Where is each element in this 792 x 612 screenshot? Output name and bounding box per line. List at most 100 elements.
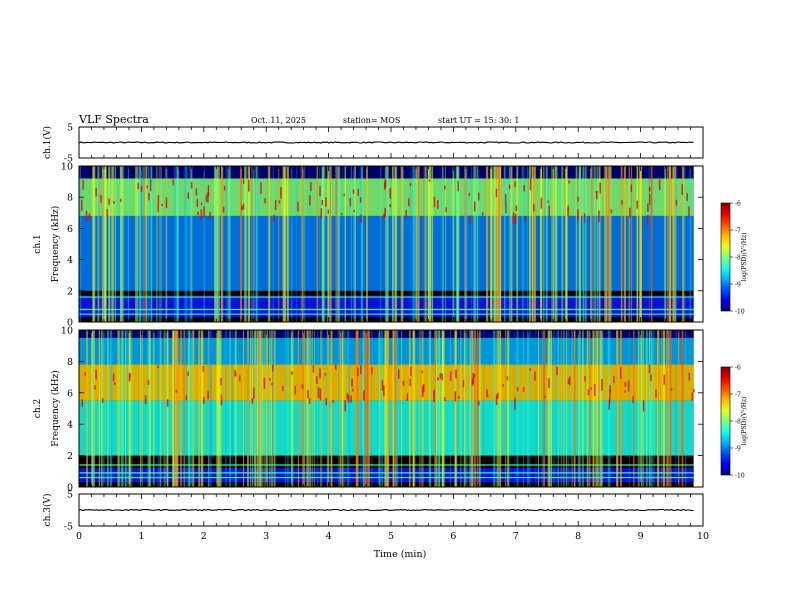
ch1-spectrogram-hotspot [567,208,569,217]
ch2-spectrogram-hotspot [534,371,536,381]
ch1-spectrogram-streak [445,166,446,322]
ch2-spectrogram-hotspot [433,391,435,403]
ch1-spectrogram-streak [594,166,597,322]
ch1-spectrogram-streak [189,166,192,322]
ch1-spectrogram-streak [140,166,143,322]
ch1-spectrogram-hotspot [648,186,651,192]
ch2-spectrogram-streak [507,330,510,487]
ch1-spectrogram-streak [503,166,506,322]
ch1-spectrogram-streak [249,166,250,322]
ch1-spectrogram-streak [92,166,95,322]
ch1-spectrogram-streak [145,166,148,322]
ch1-spectrogram-streak [492,166,495,322]
ch1-spectrogram-streak [191,166,193,322]
ch2-spectrogram-hotspot [648,364,651,373]
ch1-spectrogram-hotspot [383,214,385,219]
x-tick-label: 1 [138,531,144,542]
ch1-spectrogram-hotspot [478,192,480,201]
ch1-spectrogram-hotspot [241,205,243,211]
figure-title: VLF Spectra [78,113,149,126]
ch2-spectrogram-streak [639,330,641,487]
y-tick-label: 10 [61,162,73,173]
ch2-spectrogram-streak [437,330,440,487]
ch1-spectrogram-streak [628,166,630,322]
ch1-spectrogram-streak [301,166,304,322]
ch2-spectrogram-streak [668,330,670,487]
ch2-spectrogram-streak [190,330,193,487]
ch1-spectrogram-hotspot [514,214,517,224]
ch2-spectrogram-streak [616,330,619,487]
y-tick-label: 6 [67,224,73,235]
ch2-spectrogram-streak [456,330,458,487]
y-tick-label: -5 [64,522,73,533]
ch1-spectrogram-hotspot [209,212,211,219]
ch2-spectrogram-streak [550,330,552,487]
ch2-spectrogram-streak [674,330,677,487]
ch2-spectrogram-streak [587,330,588,487]
y-tick-label: 2 [67,286,73,297]
ch2-spectrogram-streak [260,330,262,487]
figure-date: Oct. 11, 2025 [251,116,306,125]
ch2-spectrogram-streak [269,330,271,487]
ch1-spectrogram-hotspot [514,181,516,188]
ch2-spectrogram-streak [529,330,531,487]
y-tick-label: 10 [61,326,73,337]
ch2-spectrogram-streak [567,330,569,487]
ch1-spectrogram-streak [385,166,388,322]
ch2-spectrogram-streak [579,330,581,487]
ch1-spectrogram-hotspot [568,180,570,184]
ch2-spectrogram-streak [633,330,635,487]
ch1-spectrogram-streak [441,166,444,322]
ch1-spectrogram-streak [344,166,346,322]
ch1-spectrogram-streak [428,166,430,322]
ch2-spectrogram-hotspot [406,393,409,401]
ch2-spectrogram-streak [582,330,584,487]
ch1-spectrogram-hotspot [457,181,459,192]
ch1-spectrogram-streak [203,166,205,322]
ch1-spectrogram-streak [495,166,498,322]
ch1-spectrogram-streak [527,166,530,322]
ch2-spectrogram-hotspot [187,371,189,376]
ch1-spectrogram-hotspot [207,192,209,203]
ch1-spectrogram-streak [665,166,667,322]
ch2-spectrogram-streak [157,330,160,487]
ch1-spectrogram-streak [561,166,564,322]
ch1-spectrogram-streak [251,166,253,322]
ch2-spectrogram-streak [438,330,441,487]
ch1-spectrogram-streak [93,166,96,322]
ch2-spectrogram-hotspot [95,369,97,380]
ch1-spectrogram-streak [623,166,626,322]
ch2-spectrogram-streak [384,330,387,487]
ch2-spectrogram-hotspot [569,376,571,386]
ch2-spectrogram-hotspot [444,397,446,402]
ch2-spectrogram-streak [420,330,422,487]
ch1-spectrogram-hotspot [523,185,525,192]
ch1-spectrogram-streak [674,166,676,322]
ch1-spectrogram-streak [458,166,459,322]
ch1-spectrogram-streak [672,166,675,322]
ch2-spectrogram-hotspot [114,382,116,386]
ch2-spectrogram-hotspot [381,380,384,391]
ch1-spectrogram-streak [101,166,104,322]
ch2-spectrogram-streak [386,330,389,487]
ch2-spectrogram-streak [219,330,221,487]
ch2-spectrogram-streak [428,330,431,487]
ch2-spectrogram-hotspot [317,387,320,399]
ch2-spectrogram-streak [602,330,604,487]
ch1-spectrogram-streak [551,166,553,322]
ch2-spectrogram-streak [596,330,599,487]
ch2-spectrogram-hotspot [663,374,666,385]
y-tick-label: 8 [67,193,73,204]
ch2-spectrogram-streak [368,330,370,487]
ch1-spectrogram-hotspot [172,179,174,186]
ch2-spectrogram-hotspot [203,396,205,404]
ch1-spectrogram-streak [109,166,111,322]
ch2-spectrogram-streak [326,330,329,487]
ch1-spectrogram-streak [257,166,259,322]
ch1-spectrogram-streak [415,166,417,322]
ch2-spectrogram-hotspot [175,389,178,393]
ch1-spectrogram-streak [177,166,179,322]
ch2-spectrogram-streak [571,330,573,487]
ch2-spectrogram-streak [551,330,553,487]
ch2-spectrogram-streak [125,330,127,487]
